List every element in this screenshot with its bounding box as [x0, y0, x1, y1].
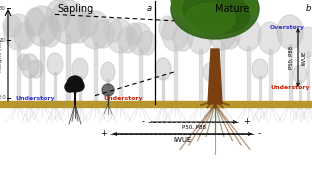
Text: 30: 30	[0, 5, 6, 11]
Ellipse shape	[182, 0, 238, 12]
Ellipse shape	[25, 8, 45, 36]
Bar	[119, 46, 121, 104]
Ellipse shape	[193, 0, 257, 26]
Ellipse shape	[50, 0, 86, 44]
Text: +: +	[243, 118, 250, 127]
Bar	[29, 74, 31, 104]
Bar	[246, 46, 250, 104]
Ellipse shape	[47, 53, 63, 75]
Ellipse shape	[39, 17, 61, 47]
Ellipse shape	[297, 27, 312, 57]
Text: P50, P88: P50, P88	[182, 125, 206, 130]
Ellipse shape	[126, 23, 142, 45]
Ellipse shape	[138, 31, 156, 55]
Circle shape	[74, 81, 84, 91]
Bar	[209, 79, 211, 104]
Ellipse shape	[92, 20, 114, 48]
Bar	[289, 44, 291, 104]
Bar	[79, 76, 81, 104]
Circle shape	[67, 76, 83, 92]
Ellipse shape	[212, 0, 248, 28]
Ellipse shape	[155, 58, 171, 80]
Ellipse shape	[220, 23, 240, 49]
Text: b: b	[306, 4, 311, 13]
Ellipse shape	[258, 22, 282, 54]
Ellipse shape	[46, 0, 70, 32]
Bar	[162, 76, 164, 104]
Ellipse shape	[128, 23, 152, 55]
Text: a: a	[147, 4, 152, 13]
Text: 20: 20	[0, 37, 6, 42]
Bar	[198, 49, 202, 104]
Bar	[54, 72, 56, 104]
Circle shape	[65, 82, 75, 92]
Ellipse shape	[171, 0, 243, 24]
Text: P50, P88: P50, P88	[289, 46, 294, 69]
Ellipse shape	[203, 63, 217, 81]
Ellipse shape	[104, 18, 122, 42]
Ellipse shape	[206, 14, 224, 38]
Ellipse shape	[72, 58, 88, 80]
Bar	[269, 49, 271, 104]
Text: Sapling: Sapling	[58, 4, 94, 14]
Text: -: -	[142, 118, 145, 127]
Ellipse shape	[195, 0, 235, 1]
Text: Mature: Mature	[215, 4, 249, 14]
Ellipse shape	[208, 14, 236, 50]
Text: Understory: Understory	[103, 96, 143, 101]
Ellipse shape	[171, 0, 259, 39]
Bar	[221, 44, 223, 104]
Bar	[17, 44, 19, 104]
Ellipse shape	[190, 0, 250, 34]
Bar	[107, 79, 109, 104]
Bar	[0, 101, 312, 107]
Bar	[66, 34, 70, 104]
Ellipse shape	[277, 15, 303, 49]
Ellipse shape	[14, 23, 34, 49]
Ellipse shape	[29, 60, 43, 78]
Text: -: -	[258, 130, 261, 139]
Ellipse shape	[3, 15, 21, 37]
Ellipse shape	[65, 9, 91, 43]
Ellipse shape	[293, 65, 307, 83]
Ellipse shape	[188, 22, 212, 54]
Ellipse shape	[252, 59, 268, 79]
Ellipse shape	[18, 54, 30, 70]
Ellipse shape	[235, 17, 261, 51]
Ellipse shape	[159, 16, 177, 40]
Ellipse shape	[4, 14, 32, 50]
Ellipse shape	[183, 0, 223, 27]
Bar	[139, 49, 142, 104]
Ellipse shape	[162, 17, 188, 51]
Ellipse shape	[118, 27, 138, 53]
Text: height (m): height (m)	[0, 39, 3, 71]
Ellipse shape	[21, 54, 39, 78]
Text: Overstory: Overstory	[270, 25, 305, 30]
Ellipse shape	[80, 11, 110, 49]
Text: 2.0: 2.0	[0, 95, 6, 100]
Polygon shape	[208, 49, 222, 104]
Ellipse shape	[101, 62, 115, 82]
Ellipse shape	[199, 0, 247, 7]
Bar	[40, 39, 44, 104]
Ellipse shape	[185, 3, 235, 35]
Bar	[94, 42, 96, 104]
Text: Understory: Understory	[15, 96, 55, 101]
Bar	[299, 80, 301, 104]
Circle shape	[102, 84, 114, 96]
Ellipse shape	[107, 19, 133, 53]
Text: Understory: Understory	[270, 86, 310, 90]
Text: +: +	[100, 130, 107, 139]
Bar	[259, 76, 261, 104]
Text: iWUE: iWUE	[173, 137, 192, 143]
Ellipse shape	[78, 11, 98, 37]
Bar	[173, 46, 177, 104]
Ellipse shape	[173, 25, 193, 51]
Bar	[307, 52, 309, 104]
Text: iWUE: iWUE	[302, 50, 307, 65]
Ellipse shape	[26, 6, 58, 46]
